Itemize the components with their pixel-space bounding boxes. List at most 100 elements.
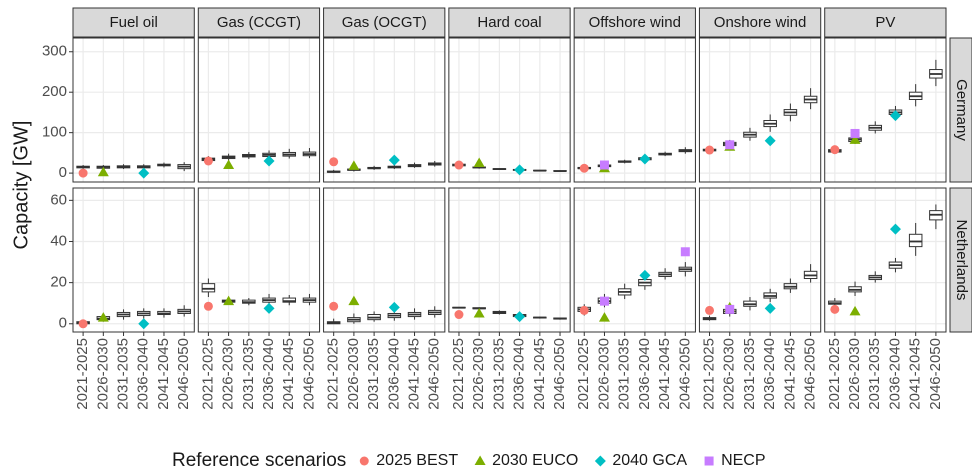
reference-point: [725, 140, 735, 150]
strip-label: Fuel oil: [109, 14, 157, 31]
strip-label: Offshore wind: [589, 14, 681, 31]
row-strip: [949, 37, 972, 183]
row-strip-label: Germany: [953, 79, 970, 141]
panel: [699, 188, 821, 332]
strip: [72, 7, 195, 38]
panel-border: [573, 37, 696, 183]
x-tick-label: 2036-2040: [260, 338, 277, 410]
x-tick-label: 2021-2025: [74, 338, 91, 410]
reference-point: [263, 155, 275, 167]
strip: [197, 7, 321, 38]
panel-border: [698, 187, 822, 333]
reference-point: [97, 312, 109, 322]
legend-label: 2025 BEST: [376, 452, 458, 469]
x-tick-label: 2041-2045: [907, 338, 924, 410]
y-axis-title: Capacity [GW]: [10, 121, 32, 250]
x-tick-label: 2026-2030: [345, 338, 362, 410]
y-tick-label: 0: [59, 164, 67, 181]
reference-point: [764, 135, 776, 147]
x-tick-label: 2021-2025: [450, 338, 467, 410]
reference-point: [579, 305, 589, 315]
x-tick-label: 2041-2045: [406, 338, 423, 410]
reference-point: [639, 153, 651, 165]
x-tick-label: 2041-2045: [656, 338, 673, 410]
y-tick-label: 200: [42, 83, 67, 100]
panel: [323, 188, 445, 332]
panel: [323, 38, 445, 182]
panel: [574, 38, 696, 182]
legend-title: Reference scenarios: [172, 450, 346, 471]
panel-border: [323, 37, 446, 183]
y-tick-label: 0: [59, 315, 67, 332]
strip: [698, 7, 822, 38]
x-tick-label: 2026-2030: [595, 338, 612, 410]
panel: [574, 188, 696, 332]
panel-border: [448, 37, 571, 183]
x-tick-label: 2036-2040: [511, 338, 528, 410]
x-tick-label: 2041-2045: [781, 338, 798, 410]
panel: [824, 188, 946, 332]
panel-border: [72, 187, 195, 333]
panel-border: [573, 187, 696, 333]
box: [201, 283, 216, 293]
x-tick-label: 2031-2035: [616, 338, 633, 410]
reference-point: [97, 166, 109, 177]
legend-label: 2040 GCA: [612, 452, 687, 469]
legend-marker: [359, 456, 369, 466]
panel-border: [698, 37, 822, 183]
x-tick-label: 2026-2030: [220, 338, 237, 410]
strip: [448, 7, 571, 38]
y-tick-label: 20: [50, 274, 67, 291]
x-tick-label: 2026-2030: [470, 338, 487, 410]
reference-point: [203, 301, 213, 311]
reference-point: [454, 310, 464, 320]
strip: [573, 7, 696, 38]
x-tick-label: 2021-2025: [575, 338, 592, 410]
reference-point: [138, 318, 150, 330]
x-tick-label: 2021-2025: [325, 338, 342, 410]
reference-point: [263, 302, 275, 314]
panel: [448, 38, 571, 182]
x-tick-label: 2041-2045: [280, 338, 297, 410]
x-tick-label: 2046-2050: [175, 338, 192, 410]
legend-marker: [704, 456, 714, 466]
row-strip-label: Netherlands: [953, 220, 970, 301]
strip-label: Gas (CCGT): [217, 14, 301, 31]
reference-point: [473, 157, 485, 167]
reference-point: [680, 247, 690, 257]
panel-border: [197, 37, 321, 183]
strip-label: Onshore wind: [714, 14, 807, 31]
reference-point: [889, 223, 901, 235]
x-tick-label: 2026-2030: [846, 338, 863, 410]
legend-label: 2030 EUCO: [492, 452, 578, 469]
reference-point: [223, 295, 235, 306]
panel: [198, 188, 320, 332]
x-tick-label: 2036-2040: [385, 338, 402, 410]
reference-point: [849, 134, 861, 144]
reference-point: [329, 157, 339, 167]
x-tick-label: 2026-2030: [94, 338, 111, 410]
reference-point: [725, 304, 735, 314]
reference-point: [514, 164, 526, 176]
x-tick-label: 2031-2035: [115, 338, 132, 410]
panel: [73, 188, 195, 332]
reference-point: [514, 311, 526, 323]
reference-point: [454, 160, 464, 170]
panel: [824, 38, 946, 182]
y-tick-label: 300: [42, 43, 67, 60]
reference-point: [598, 312, 610, 322]
panel-border: [72, 37, 195, 183]
y-tick-label: 40: [50, 232, 67, 249]
x-tick-label: 2036-2040: [135, 338, 152, 410]
strip-label: Gas (OCGT): [342, 14, 427, 31]
reference-point: [473, 307, 485, 318]
x-tick-label: 2046-2050: [426, 338, 443, 410]
reference-point: [348, 160, 360, 170]
x-tick-label: 2036-2040: [886, 338, 903, 410]
x-tick-label: 2046-2050: [927, 338, 944, 410]
row-strip: [949, 187, 972, 333]
reference-point: [764, 302, 776, 314]
reference-point: [599, 160, 609, 170]
legend-label: NECP: [721, 452, 765, 469]
